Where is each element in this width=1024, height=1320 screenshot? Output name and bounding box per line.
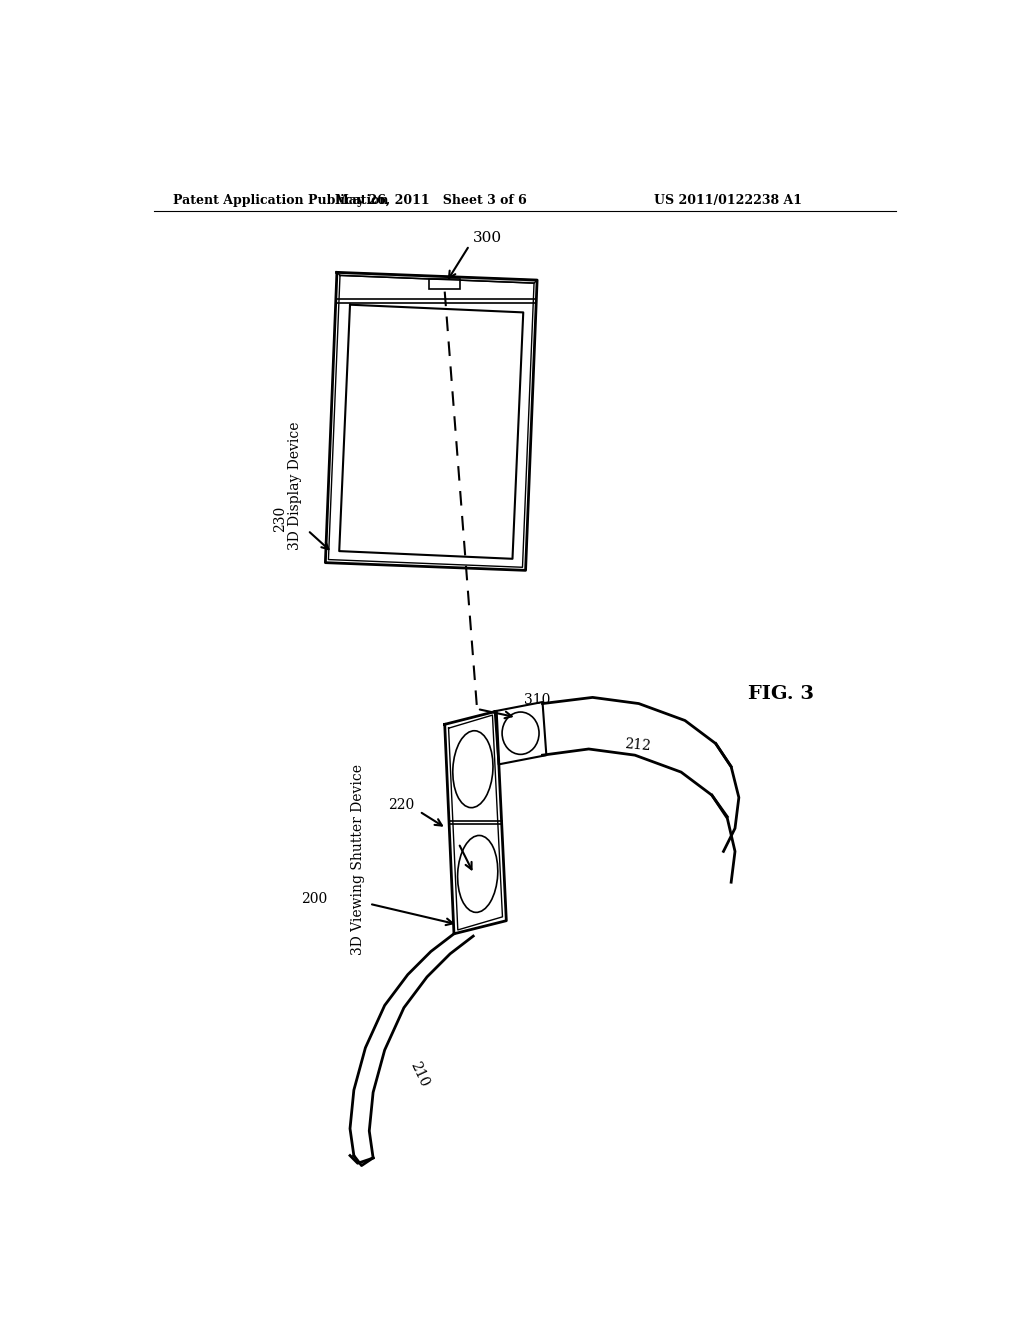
Text: May 26, 2011   Sheet 3 of 6: May 26, 2011 Sheet 3 of 6	[335, 194, 526, 207]
Polygon shape	[429, 280, 460, 289]
Text: FIG. 3: FIG. 3	[749, 685, 814, 702]
Text: 200: 200	[301, 892, 327, 906]
Text: US 2011/0122238 A1: US 2011/0122238 A1	[654, 194, 802, 207]
Text: Patent Application Publication: Patent Application Publication	[173, 194, 388, 207]
Text: 3D Display Device: 3D Display Device	[289, 421, 302, 550]
Polygon shape	[337, 272, 538, 284]
Text: 310: 310	[524, 693, 551, 706]
Text: 210: 210	[408, 1060, 431, 1089]
Text: 3D Viewing Shutter Device: 3D Viewing Shutter Device	[350, 763, 365, 954]
Text: 220: 220	[388, 799, 414, 812]
Text: 212: 212	[624, 737, 651, 754]
Text: 300: 300	[473, 231, 503, 244]
Text: 230: 230	[273, 506, 287, 532]
